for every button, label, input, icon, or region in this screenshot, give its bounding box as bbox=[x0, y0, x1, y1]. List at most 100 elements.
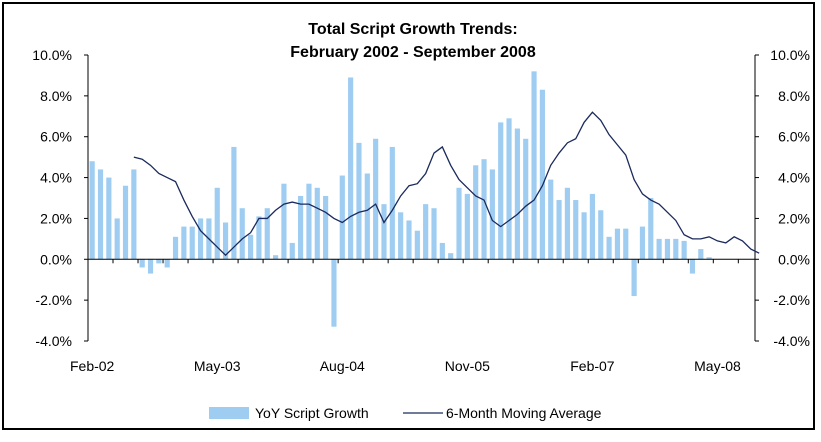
bar bbox=[373, 139, 378, 260]
bar bbox=[673, 239, 678, 259]
bar bbox=[406, 220, 411, 259]
legend-bar-label: YoY Script Growth bbox=[255, 405, 369, 421]
y-axis-left-labels: -4.0% -2.0% 0.0% 2.0% 4.0% 6.0% 8.0% 10.0% bbox=[32, 47, 72, 349]
bar bbox=[248, 235, 253, 260]
chart-frame: Total Script Growth Trends: February 200… bbox=[2, 2, 815, 430]
bar bbox=[340, 176, 345, 260]
bar bbox=[531, 71, 536, 259]
bar bbox=[90, 161, 95, 259]
bar bbox=[165, 259, 170, 267]
bar bbox=[623, 229, 628, 260]
bar bbox=[198, 218, 203, 259]
x-tick-label: Feb-07 bbox=[570, 358, 615, 374]
bar bbox=[682, 241, 687, 259]
bar bbox=[448, 253, 453, 259]
bar bbox=[506, 118, 511, 259]
bar bbox=[498, 122, 503, 259]
axes bbox=[84, 55, 759, 341]
x-tick-label: May-08 bbox=[694, 358, 741, 374]
bar bbox=[423, 204, 428, 259]
bar bbox=[123, 186, 128, 260]
bar bbox=[465, 194, 470, 259]
y-axis-right-labels: -4.0% -2.0% 0.0% 2.0% 4.0% 6.0% 8.0% 10.0% bbox=[770, 47, 810, 349]
bar bbox=[657, 239, 662, 259]
bar bbox=[648, 198, 653, 259]
bar bbox=[290, 243, 295, 259]
bar bbox=[306, 184, 311, 260]
y-tick-label-left: 8.0% bbox=[40, 88, 72, 104]
bar-series bbox=[90, 71, 754, 326]
bar bbox=[115, 218, 120, 259]
bar bbox=[365, 173, 370, 259]
bar bbox=[640, 227, 645, 260]
bar bbox=[440, 243, 445, 259]
bar bbox=[356, 143, 361, 259]
bar bbox=[315, 188, 320, 259]
bar bbox=[281, 184, 286, 260]
y-tick-label-left: -2.0% bbox=[35, 292, 72, 308]
bar bbox=[106, 178, 111, 260]
bar bbox=[140, 259, 145, 267]
bar bbox=[190, 227, 195, 260]
x-tick-label: Feb-02 bbox=[70, 358, 115, 374]
y-tick-label-left: 10.0% bbox=[32, 47, 72, 63]
bar bbox=[231, 147, 236, 259]
bar bbox=[556, 200, 561, 259]
y-tick-label-left: -4.0% bbox=[35, 333, 72, 349]
bar bbox=[665, 239, 670, 259]
legend: YoY Script Growth 6-Month Moving Average bbox=[209, 405, 602, 421]
y-tick-label-right: -2.0% bbox=[773, 292, 810, 308]
bar bbox=[456, 188, 461, 259]
bar bbox=[273, 255, 278, 259]
y-tick-label-left: 2.0% bbox=[40, 210, 72, 226]
bar bbox=[565, 188, 570, 259]
bar bbox=[632, 259, 637, 296]
bar bbox=[615, 229, 620, 260]
bar bbox=[481, 159, 486, 259]
x-tick-label: May-03 bbox=[194, 358, 241, 374]
bar bbox=[331, 259, 336, 326]
x-tick-label: Nov-05 bbox=[445, 358, 490, 374]
y-tick-label-right: 2.0% bbox=[778, 210, 810, 226]
bar bbox=[523, 139, 528, 260]
bar bbox=[590, 194, 595, 259]
bar bbox=[156, 259, 161, 263]
legend-line-label: 6-Month Moving Average bbox=[446, 405, 602, 421]
legend-bar-swatch bbox=[209, 407, 249, 419]
bar bbox=[573, 200, 578, 259]
y-tick-label-right: 0.0% bbox=[778, 251, 810, 267]
x-axis-labels: Feb-02 May-03 Aug-04 Nov-05 Feb-07 May-08 bbox=[70, 358, 741, 374]
bar bbox=[298, 196, 303, 259]
bar bbox=[582, 212, 587, 259]
bar bbox=[415, 231, 420, 260]
bar bbox=[431, 208, 436, 259]
y-tick-label-right: 6.0% bbox=[778, 129, 810, 145]
chart-title: Total Script Growth Trends: bbox=[308, 21, 518, 38]
bar bbox=[131, 169, 136, 259]
bar bbox=[173, 237, 178, 259]
bar bbox=[698, 249, 703, 259]
bar bbox=[348, 77, 353, 259]
y-tick-label-left: 4.0% bbox=[40, 170, 72, 186]
y-tick-label-right: -4.0% bbox=[773, 333, 810, 349]
y-tick-label-right: 10.0% bbox=[770, 47, 810, 63]
bar bbox=[323, 196, 328, 259]
bar bbox=[148, 259, 153, 273]
y-tick-label-left: 6.0% bbox=[40, 129, 72, 145]
bar bbox=[381, 204, 386, 259]
bar bbox=[598, 210, 603, 259]
chart-subtitle: February 2002 - September 2008 bbox=[290, 44, 536, 61]
y-tick-label-left: 0.0% bbox=[40, 251, 72, 267]
bar bbox=[473, 165, 478, 259]
bar bbox=[515, 129, 520, 260]
bar bbox=[690, 259, 695, 273]
bar bbox=[540, 90, 545, 260]
bar bbox=[398, 212, 403, 259]
bar bbox=[607, 237, 612, 259]
bar bbox=[548, 180, 553, 260]
bar bbox=[181, 227, 186, 260]
y-tick-label-right: 4.0% bbox=[778, 170, 810, 186]
x-tick-label: Aug-04 bbox=[320, 358, 365, 374]
y-tick-label-right: 8.0% bbox=[778, 88, 810, 104]
bar bbox=[240, 208, 245, 259]
